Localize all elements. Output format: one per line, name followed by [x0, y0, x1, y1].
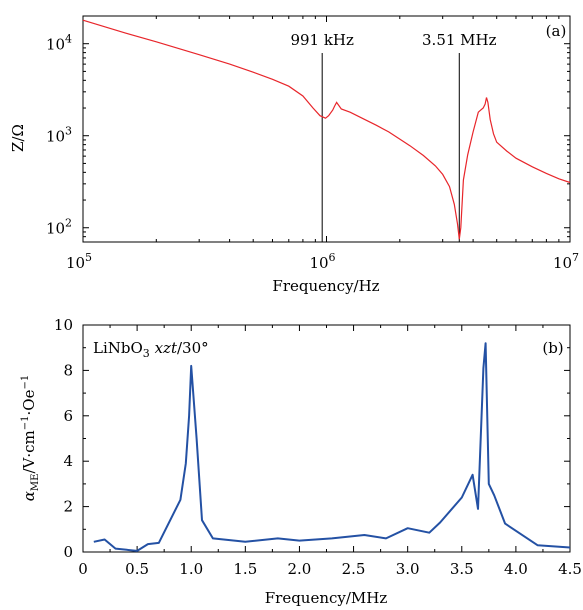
- x-tick-label: 107: [553, 251, 579, 272]
- y-tick-label: 103: [46, 125, 72, 146]
- y-tick-label: 4: [63, 452, 73, 470]
- panel-b-x-axis-label: Frequency/MHz: [265, 589, 388, 607]
- panel-b-y-axis-label: αME/V·cm−1·Oe−1: [20, 375, 41, 501]
- x-tick-label: 3.0: [396, 560, 420, 578]
- y-tick-label: 104: [46, 33, 72, 54]
- x-tick-label: 3.5: [450, 560, 474, 578]
- impedance-series-line: [82, 19, 571, 240]
- y-tick-label: 102: [46, 217, 72, 238]
- x-tick-label: 1.0: [179, 560, 203, 578]
- panel-b-ticks: 0 0.5 1.0 1.5 2.0 2.5 3.0 3.5 4.0 4.5 0 2 4 6 8 10: [54, 316, 582, 578]
- ylabel-main: α: [20, 491, 38, 501]
- x-tick-label: 2.0: [288, 560, 312, 578]
- x-tick-label: 106: [309, 251, 335, 272]
- ylabel-mid: ·Oe: [20, 389, 38, 415]
- panel-a-series: [82, 19, 571, 240]
- x-tick-label: 105: [66, 251, 92, 272]
- x-tick-label: 0.5: [125, 560, 149, 578]
- panel-a-x-axis-label: Frequency/Hz: [272, 277, 379, 295]
- x-tick-label: 1.5: [233, 560, 257, 578]
- annotation-main: LiNbO: [93, 339, 143, 357]
- panel-b-tag: (b): [542, 339, 563, 357]
- x-tick-label: 2.5: [342, 560, 366, 578]
- y-tick-label: 10: [54, 316, 73, 334]
- me-coefficient-series-line: [93, 342, 571, 552]
- y-tick-label: 8: [63, 361, 73, 379]
- y-tick-label: 6: [63, 407, 73, 425]
- panel-b-sample-annotation: LiNbO3 xzt/30°: [93, 339, 209, 360]
- panel-b-frame: [82, 324, 571, 553]
- ylabel-rest: /V·cm: [20, 430, 38, 473]
- ylabel-sub: ME: [30, 474, 41, 492]
- frequency-marker-label: 3.51 MHz: [422, 31, 497, 49]
- annotation-rest: /30°: [177, 339, 209, 357]
- x-tick-label: 4.5: [558, 560, 582, 578]
- x-tick-label: 4.0: [504, 560, 528, 578]
- panel-a-marker-lines: 991 kHz 3.51 MHz: [290, 31, 497, 242]
- panel-a-y-axis-label: Z/Ω: [9, 124, 27, 152]
- x-tick-label: 0: [78, 560, 88, 578]
- panel-a-ticks: 105 106 107 102 103 104: [46, 15, 579, 272]
- annotation-italic: xzt: [155, 339, 178, 357]
- y-tick-label: 2: [63, 498, 73, 516]
- frequency-marker-label: 991 kHz: [290, 31, 354, 49]
- y-tick-label: 0: [63, 543, 73, 561]
- annotation-subscript: 3: [143, 347, 150, 360]
- ylabel-sup1: −1: [20, 415, 31, 430]
- panel-a-frame: [82, 15, 571, 243]
- panel-b-series: [93, 342, 571, 552]
- panel-a-tag: (a): [546, 22, 567, 40]
- panel-a: 105 106 107 102 103 104 991 kHz 3.51 MHz (a) F…: [9, 15, 579, 295]
- ylabel-sup2: −1: [20, 375, 31, 390]
